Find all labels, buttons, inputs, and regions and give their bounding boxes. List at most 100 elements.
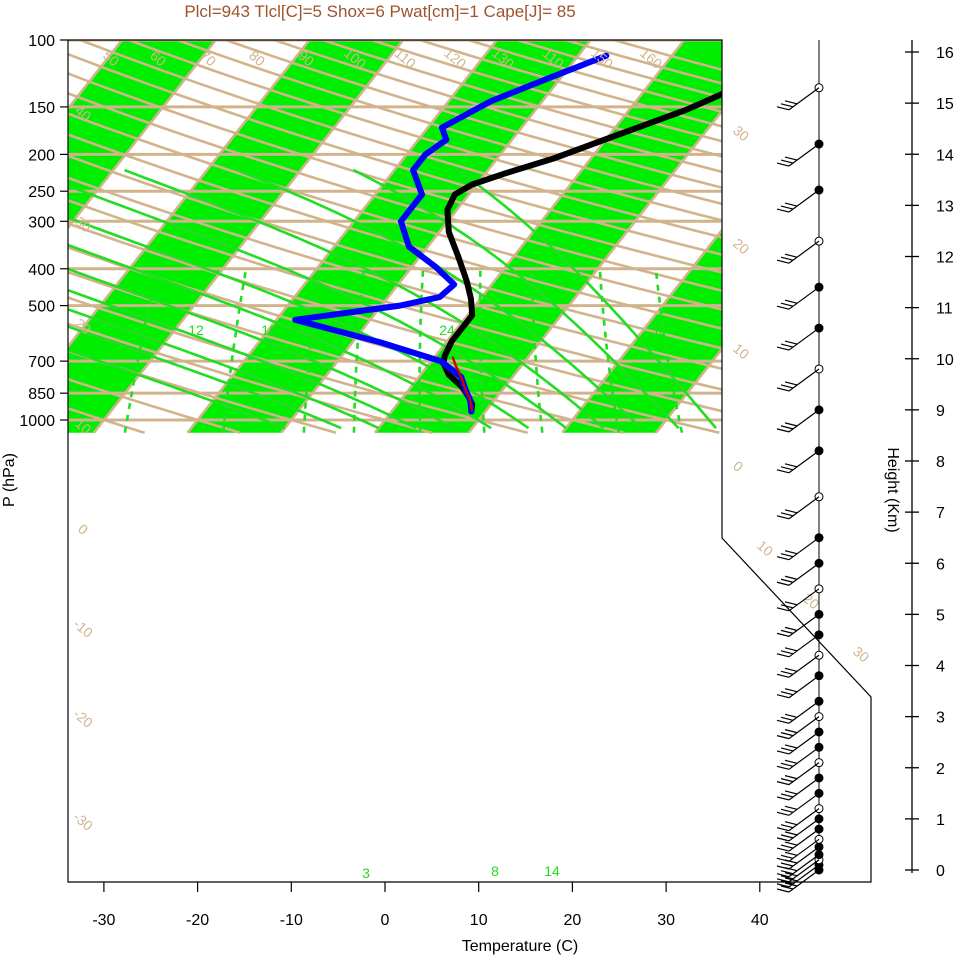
wind-barb-feather xyxy=(780,343,794,348)
wind-barb-staff xyxy=(788,327,820,351)
mixing-ratio-line xyxy=(654,268,684,433)
wind-barb-feather xyxy=(776,428,790,433)
wind-barb-staff xyxy=(788,562,820,586)
dry-adiabat-line xyxy=(68,40,529,434)
dry-adiabat-line xyxy=(68,40,871,434)
wind-barb-staff xyxy=(788,409,820,433)
mixing-ratio-line xyxy=(478,268,486,433)
wind-barb-staff xyxy=(788,828,820,852)
wind-barb-staff xyxy=(788,846,820,870)
wind-barb-feather xyxy=(784,253,798,258)
wind-barb-feather xyxy=(780,716,794,721)
height-tick-label: 4 xyxy=(936,659,945,676)
isotherm-line xyxy=(937,23,961,433)
wind-barb-staff xyxy=(788,368,820,392)
wind-barb-feather xyxy=(776,106,790,111)
wind-barb-feather xyxy=(776,581,790,586)
y-tick-label: 150 xyxy=(28,100,55,117)
mixing-ratio-line xyxy=(221,268,248,433)
height-tick-label: 10 xyxy=(936,352,954,369)
wind-barb-feather xyxy=(776,781,790,786)
x-tick-label: 20 xyxy=(564,912,582,929)
x-tick-label: -10 xyxy=(280,912,303,929)
x-tick-label: 10 xyxy=(470,912,488,929)
x-tick-label: 40 xyxy=(751,912,769,929)
wind-barb-feather xyxy=(784,851,798,856)
wind-barb-staff xyxy=(788,864,820,888)
wind-barb-feather xyxy=(776,857,790,862)
y-axis-title: P (hPa) xyxy=(1,453,18,507)
wind-barb-feather xyxy=(776,883,790,888)
wind-barb-feather xyxy=(784,156,798,161)
wind-barb-feather xyxy=(784,831,798,836)
sounding-profiles xyxy=(292,52,816,415)
dry-adiabat-line xyxy=(68,40,337,434)
wind-barb-feather xyxy=(776,873,790,878)
isotherm-line xyxy=(92,40,418,434)
wind-barb-feather xyxy=(780,670,794,675)
height-tick-label: 16 xyxy=(936,45,954,62)
wind-barb-staff xyxy=(788,189,820,213)
wind-barb-feather xyxy=(784,299,798,304)
wind-barb-feather xyxy=(780,762,794,767)
wind-barb-feather xyxy=(784,744,798,749)
mixing-ratio-line xyxy=(530,268,544,433)
isotherm-label: -20 xyxy=(70,706,96,731)
wind-barb-staff xyxy=(788,240,820,264)
isotherm-line xyxy=(842,40,871,434)
isotherm-label: -30 xyxy=(70,809,96,834)
wind-barb-feather xyxy=(780,793,794,798)
wind-barb-staff xyxy=(788,808,820,832)
wind-barb-feather xyxy=(780,629,794,634)
wind-barb-staff xyxy=(788,286,820,310)
wind-barb-feather xyxy=(776,162,790,167)
wind-barb-feather xyxy=(776,796,790,801)
height-tick-label: 3 xyxy=(936,710,945,727)
isotherm-label: 10 xyxy=(730,340,752,362)
x-axis-title: Temperature (C) xyxy=(462,938,578,955)
chart-title: Plcl=943 Tlcl[C]=5 Shox=6 Pwat[cm]=1 Cap… xyxy=(184,2,575,21)
y-tick-label: 1000 xyxy=(19,413,55,430)
wind-barb-feather xyxy=(780,650,794,655)
wind-barb-staff xyxy=(788,818,820,842)
wind-barb-feather xyxy=(776,346,790,351)
wind-barb-feather xyxy=(784,872,798,877)
y-tick-label: 200 xyxy=(28,147,55,164)
temperature-band xyxy=(374,40,792,433)
wind-barb-feather xyxy=(780,808,794,813)
wind-barb-feather xyxy=(776,259,790,264)
isotherm-line xyxy=(68,40,325,434)
wind-barb-feather xyxy=(776,750,790,755)
wind-barb-feather xyxy=(776,811,790,816)
wind-barb-staff xyxy=(788,700,820,724)
wind-barb-feather xyxy=(776,607,790,612)
wind-barb-feather xyxy=(784,601,798,606)
wind-barb-feather xyxy=(784,575,798,580)
wind-barb-feather xyxy=(780,425,794,430)
y-tick-label: 100 xyxy=(28,33,55,50)
wind-barb-feather xyxy=(776,673,790,678)
height-tick-label: 8 xyxy=(936,454,945,471)
dry-adiabat-line xyxy=(68,40,624,434)
y-tick-label: 250 xyxy=(28,184,55,201)
wind-barb-feather xyxy=(780,824,794,829)
wind-barb-feather xyxy=(776,837,790,842)
wind-barb-staff xyxy=(788,634,820,658)
temperature-band xyxy=(937,23,961,433)
x-tick-label: 30 xyxy=(657,912,675,929)
wind-barb-feather xyxy=(784,422,798,427)
wind-barb-feather xyxy=(784,775,798,780)
mixing-ratio-label: 8 xyxy=(491,863,499,879)
wind-barb-feather xyxy=(776,878,790,883)
mixing-ratio-label: 16 xyxy=(261,322,277,338)
mixing-ratio-line xyxy=(598,268,621,433)
wind-barb-staff xyxy=(788,675,820,699)
wind-barb-feather xyxy=(780,302,794,307)
x-tick-label: -30 xyxy=(92,912,115,929)
wind-barb-feather xyxy=(784,841,798,846)
y-tick-label: 850 xyxy=(28,386,55,403)
wind-barb-feather xyxy=(776,515,790,520)
height-tick-label: 5 xyxy=(936,607,945,624)
wind-barb-staff xyxy=(788,859,820,883)
